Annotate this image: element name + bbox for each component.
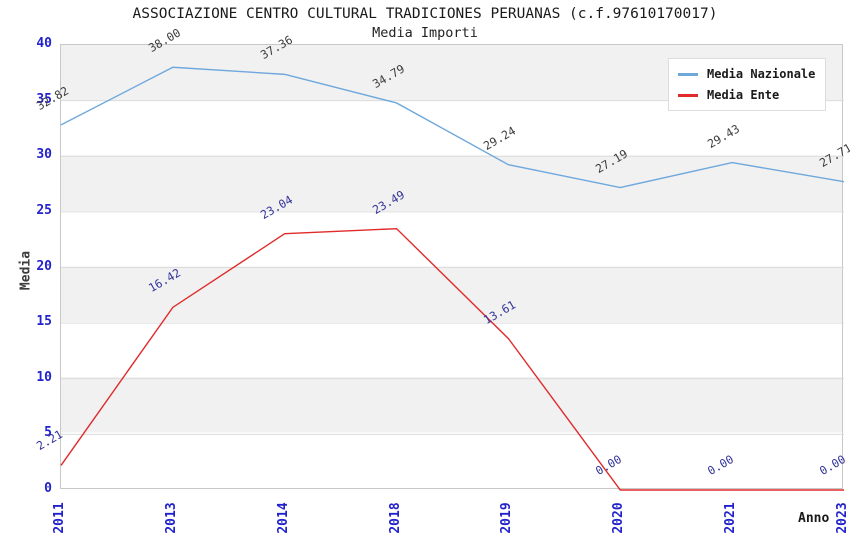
media-nazionale-swatch: [678, 72, 698, 76]
y-tick-label: 0: [44, 481, 52, 496]
media-ente-line: [60, 227, 844, 491]
series-lines: [60, 66, 845, 491]
y-tick-label: 25: [36, 202, 52, 218]
x-tick-label: 2021: [723, 502, 739, 534]
legend-label: Media Ente: [707, 88, 780, 102]
y-tick-label: 5: [44, 425, 52, 441]
y-tick-label: 20: [36, 258, 52, 274]
y-tick-label: 40: [36, 36, 52, 51]
x-tick-label: 2020: [611, 502, 627, 534]
y-tick-label: 15: [36, 314, 52, 330]
legend-label: Media Nazionale: [707, 67, 816, 81]
y-tick-label: 35: [36, 91, 52, 107]
y-tick-label: 30: [36, 147, 52, 163]
media-nazionale-line: [60, 66, 845, 189]
x-tick-label: 2013: [163, 502, 179, 534]
legend-item-media-ente: Media Ente: [678, 87, 815, 103]
legend: Media Nazionale Media Ente: [668, 58, 827, 111]
x-tick-label: 2019: [499, 502, 515, 534]
media-ente-swatch: [678, 93, 698, 97]
chart-subtitle: Media Importi: [372, 25, 478, 41]
y-tick-label: 10: [36, 369, 52, 385]
x-tick-label: 2023: [835, 502, 850, 534]
x-axis-title: Anno: [798, 511, 830, 526]
chart-title: ASSOCIAZIONE CENTRO CULTURAL TRADICIONES…: [132, 6, 718, 22]
x-tick-label: 2018: [387, 502, 403, 534]
x-tick-label: 2011: [52, 502, 67, 534]
legend-item-media-nazionale: Media Nazionale: [678, 66, 815, 82]
x-tick-label: 2014: [275, 502, 291, 534]
